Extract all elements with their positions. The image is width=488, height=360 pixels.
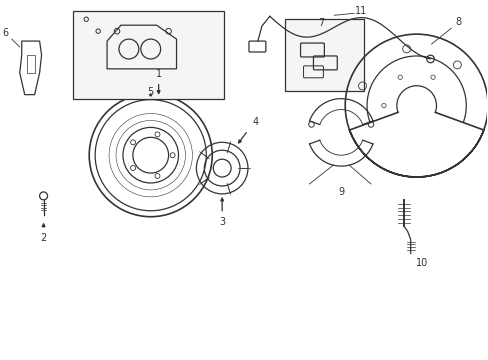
Text: 8: 8 <box>454 17 461 27</box>
Circle shape <box>308 122 314 127</box>
FancyBboxPatch shape <box>73 11 224 99</box>
Circle shape <box>367 122 373 127</box>
Text: 6: 6 <box>3 28 9 38</box>
Text: 9: 9 <box>338 187 344 197</box>
FancyBboxPatch shape <box>284 19 364 91</box>
Text: 5: 5 <box>147 87 154 97</box>
Text: 4: 4 <box>252 117 259 127</box>
Text: 3: 3 <box>219 217 225 227</box>
Text: 10: 10 <box>415 258 427 268</box>
Text: 1: 1 <box>155 69 162 79</box>
Wedge shape <box>347 105 485 179</box>
Text: 11: 11 <box>354 6 366 16</box>
Text: 2: 2 <box>41 233 46 243</box>
Text: 7: 7 <box>318 18 324 28</box>
